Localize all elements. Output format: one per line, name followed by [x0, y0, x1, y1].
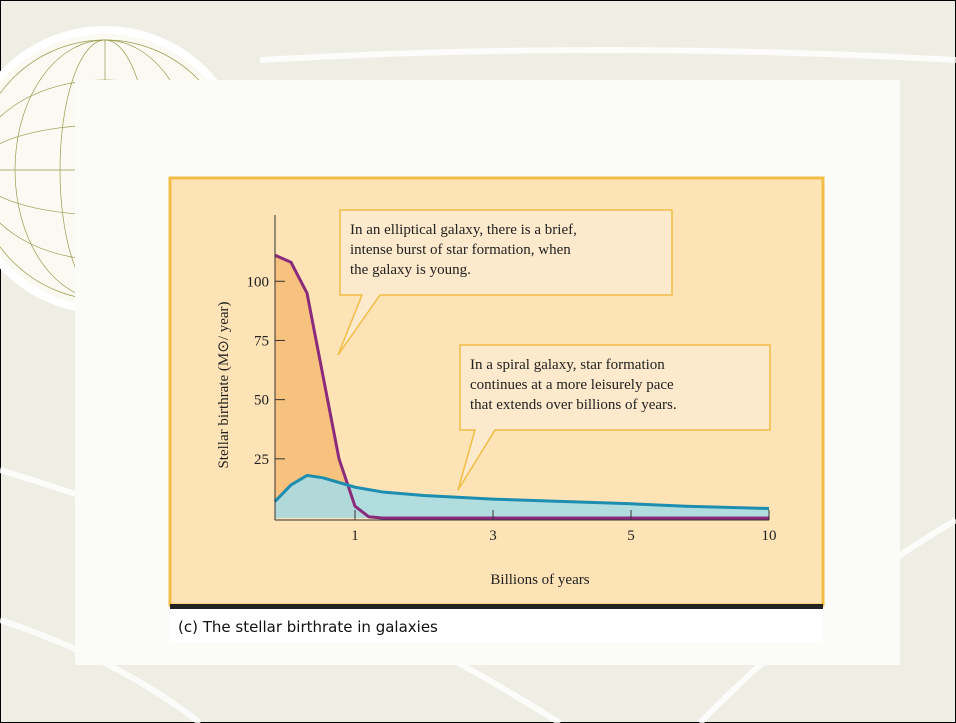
y-tick-label: 75 [254, 333, 269, 349]
annotation-line: In a spiral galaxy, star formation [470, 357, 665, 373]
y-axis-label: Stellar birthrate (M⊙/ year) [216, 301, 232, 468]
y-tick-label: 100 [247, 274, 270, 290]
annotation-line: intense burst of star formation, when [350, 242, 571, 258]
annotation-line: continues at a more leisurely pace [470, 377, 674, 393]
slide: (c) The stellar birthrate in galaxies 25… [0, 0, 956, 723]
caption-rule [170, 604, 823, 609]
x-tick-label: 5 [627, 528, 635, 544]
x-axis-label: Billions of years [490, 572, 589, 588]
annotation-line: that extends over billions of years. [470, 397, 677, 413]
caption: (c) The stellar birthrate in galaxies [178, 618, 438, 636]
annotation-line: In an elliptical galaxy, there is a brie… [350, 222, 577, 238]
y-tick-label: 25 [254, 452, 269, 468]
x-tick-label: 10 [762, 528, 777, 544]
y-tick-label: 50 [254, 393, 269, 409]
x-tick-label: 1 [351, 528, 359, 544]
annotation-line: the galaxy is young. [350, 262, 471, 278]
x-tick-label: 3 [489, 528, 497, 544]
